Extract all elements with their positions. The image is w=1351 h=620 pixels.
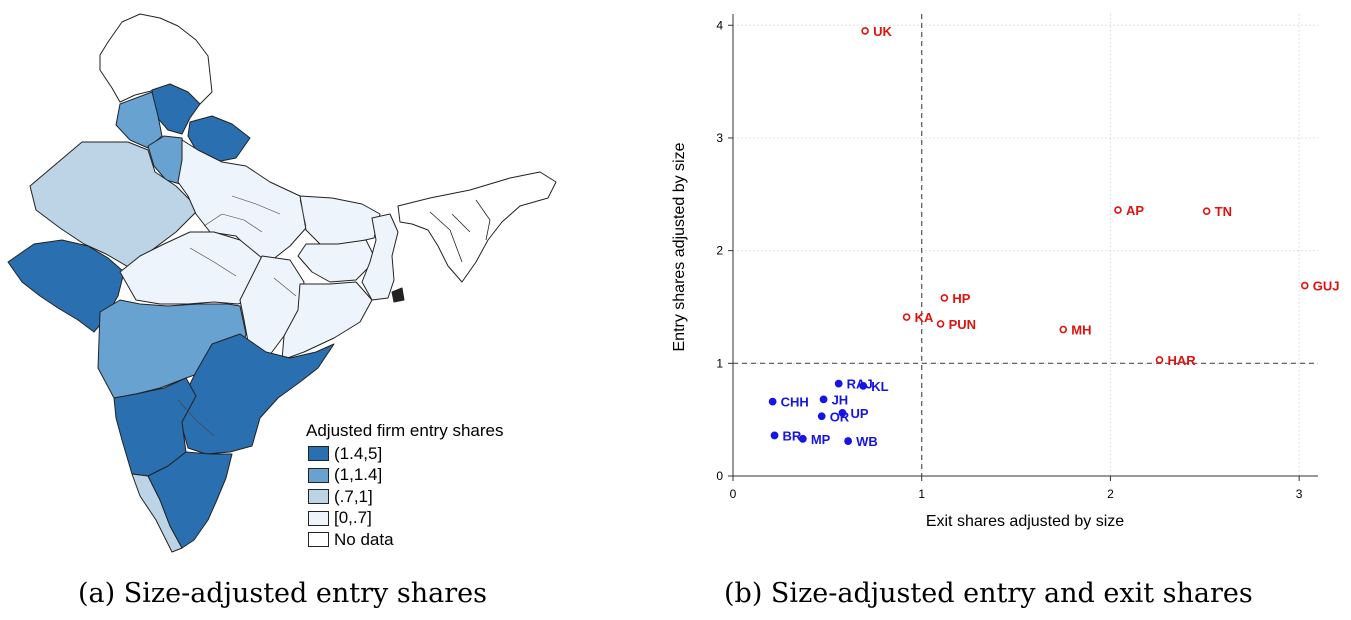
data-label-har: HAR <box>1167 353 1196 368</box>
data-point-or <box>817 412 826 421</box>
y-tick-label: 4 <box>716 18 723 32</box>
data-point-uk <box>861 27 869 35</box>
map-legend: Adjusted firm entry shares (1.4,5] (1,1.… <box>306 421 503 551</box>
legend-item: No data <box>306 529 503 551</box>
y-tick-label: 3 <box>716 131 723 145</box>
caption-a: (a) Size-adjusted entry shares <box>78 578 487 609</box>
data-point-br <box>770 431 779 440</box>
panel-a: Adjusted firm entry shares (1.4,5] (1,1.… <box>0 0 600 620</box>
data-point-har <box>1155 356 1164 364</box>
region-west-bengal <box>361 213 399 301</box>
data-label-wb: WB <box>856 434 878 449</box>
legend-swatch <box>308 446 329 462</box>
data-point-up <box>838 408 847 417</box>
region-jharkhand <box>297 239 377 283</box>
data-label-mh: MH <box>1071 323 1091 338</box>
india-choropleth-map <box>7 13 557 553</box>
legend-swatch <box>308 489 329 505</box>
legend-swatch <box>308 510 329 526</box>
data-label-guj: GUJ <box>1313 279 1340 294</box>
region-himachal <box>151 83 201 135</box>
data-point-ka <box>902 313 911 321</box>
data-point-hp <box>940 294 949 302</box>
data-label-ap: AP <box>1126 203 1144 218</box>
data-label-chh: CHH <box>781 395 809 410</box>
data-label-hp: HP <box>952 291 970 306</box>
data-label-up: UP <box>850 406 868 421</box>
y-tick-label: 0 <box>716 469 723 483</box>
data-label-ka: KA <box>915 310 934 325</box>
data-point-tn <box>1202 207 1211 215</box>
panel-b: 0 1 2 3 4 0 1 2 3 UK AP TN GUJ HP KA PUN MH HAR RAJ KL CHH J… <box>640 0 1351 620</box>
data-label-br: BR <box>783 428 802 443</box>
region-uttar-pradesh <box>177 139 315 261</box>
x-tick-label: 1 <box>918 487 925 501</box>
data-point-mh <box>1059 325 1068 334</box>
data-point-guj <box>1300 281 1309 290</box>
data-point-ap <box>1114 206 1122 214</box>
legend-label: No data <box>334 529 394 549</box>
x-axis-label: Exit shares adjusted by size <box>926 513 1124 530</box>
data-point-kl <box>859 381 868 390</box>
legend-item: (.7,1] <box>306 486 503 508</box>
region-north-east-divider <box>429 199 491 263</box>
legend-label: (.7,1] <box>334 486 373 506</box>
legend-title: Adjusted firm entry shares <box>306 421 504 440</box>
x-tick-label: 3 <box>1296 487 1303 501</box>
reference-lines <box>733 14 1318 476</box>
legend-item: (1.4,5] <box>306 443 503 465</box>
data-label-mp: MP <box>811 432 831 447</box>
legend-swatch <box>308 467 329 483</box>
data-point-pun <box>936 320 945 328</box>
data-label-or: OR <box>830 409 850 424</box>
region-orissa <box>281 281 373 361</box>
legend-label: (1,1.4] <box>334 465 383 485</box>
tick-labels: 0 1 2 3 4 0 1 2 3 <box>716 18 1302 501</box>
data-point-chh <box>768 397 777 406</box>
data-point-wb <box>844 437 853 445</box>
region-district-lines <box>177 195 307 437</box>
data-label-kl: KL <box>871 379 888 394</box>
legend-item: (1,1.4] <box>306 465 503 487</box>
data-label-uk: UK <box>873 24 892 39</box>
caption-b: (b) Size-adjusted entry and exit shares <box>724 578 1253 609</box>
region-north-east <box>397 171 557 283</box>
plot-area <box>733 14 1318 476</box>
legend-label: [0,.7] <box>334 508 372 528</box>
axes <box>728 14 1318 481</box>
legend-swatch <box>308 532 329 548</box>
data-label-jh: JH <box>832 392 849 407</box>
data-point-mp <box>798 434 807 443</box>
region-sundarbans <box>391 287 405 303</box>
region-tamil-nadu <box>147 451 233 549</box>
data-label-raj: RAJ <box>847 377 873 392</box>
data-point-jh <box>819 395 828 404</box>
y-tick-label: 1 <box>716 356 723 370</box>
region-rajasthan <box>29 141 197 269</box>
region-bihar <box>299 195 381 245</box>
y-axis-label: Entry shares adjusted by size <box>671 142 688 351</box>
y-tick-label: 2 <box>716 244 723 258</box>
data-label-pun: PUN <box>949 317 976 332</box>
x-tick-label: 2 <box>1107 487 1114 501</box>
data-point-raj <box>834 379 843 388</box>
region-uttarakhand <box>187 115 251 163</box>
data-label-tn: TN <box>1215 204 1232 219</box>
legend-label: (1.4,5] <box>334 443 383 463</box>
region-chhattisgarh <box>239 255 305 361</box>
legend-item: [0,.7] <box>306 508 503 530</box>
x-tick-label: 0 <box>730 487 737 501</box>
